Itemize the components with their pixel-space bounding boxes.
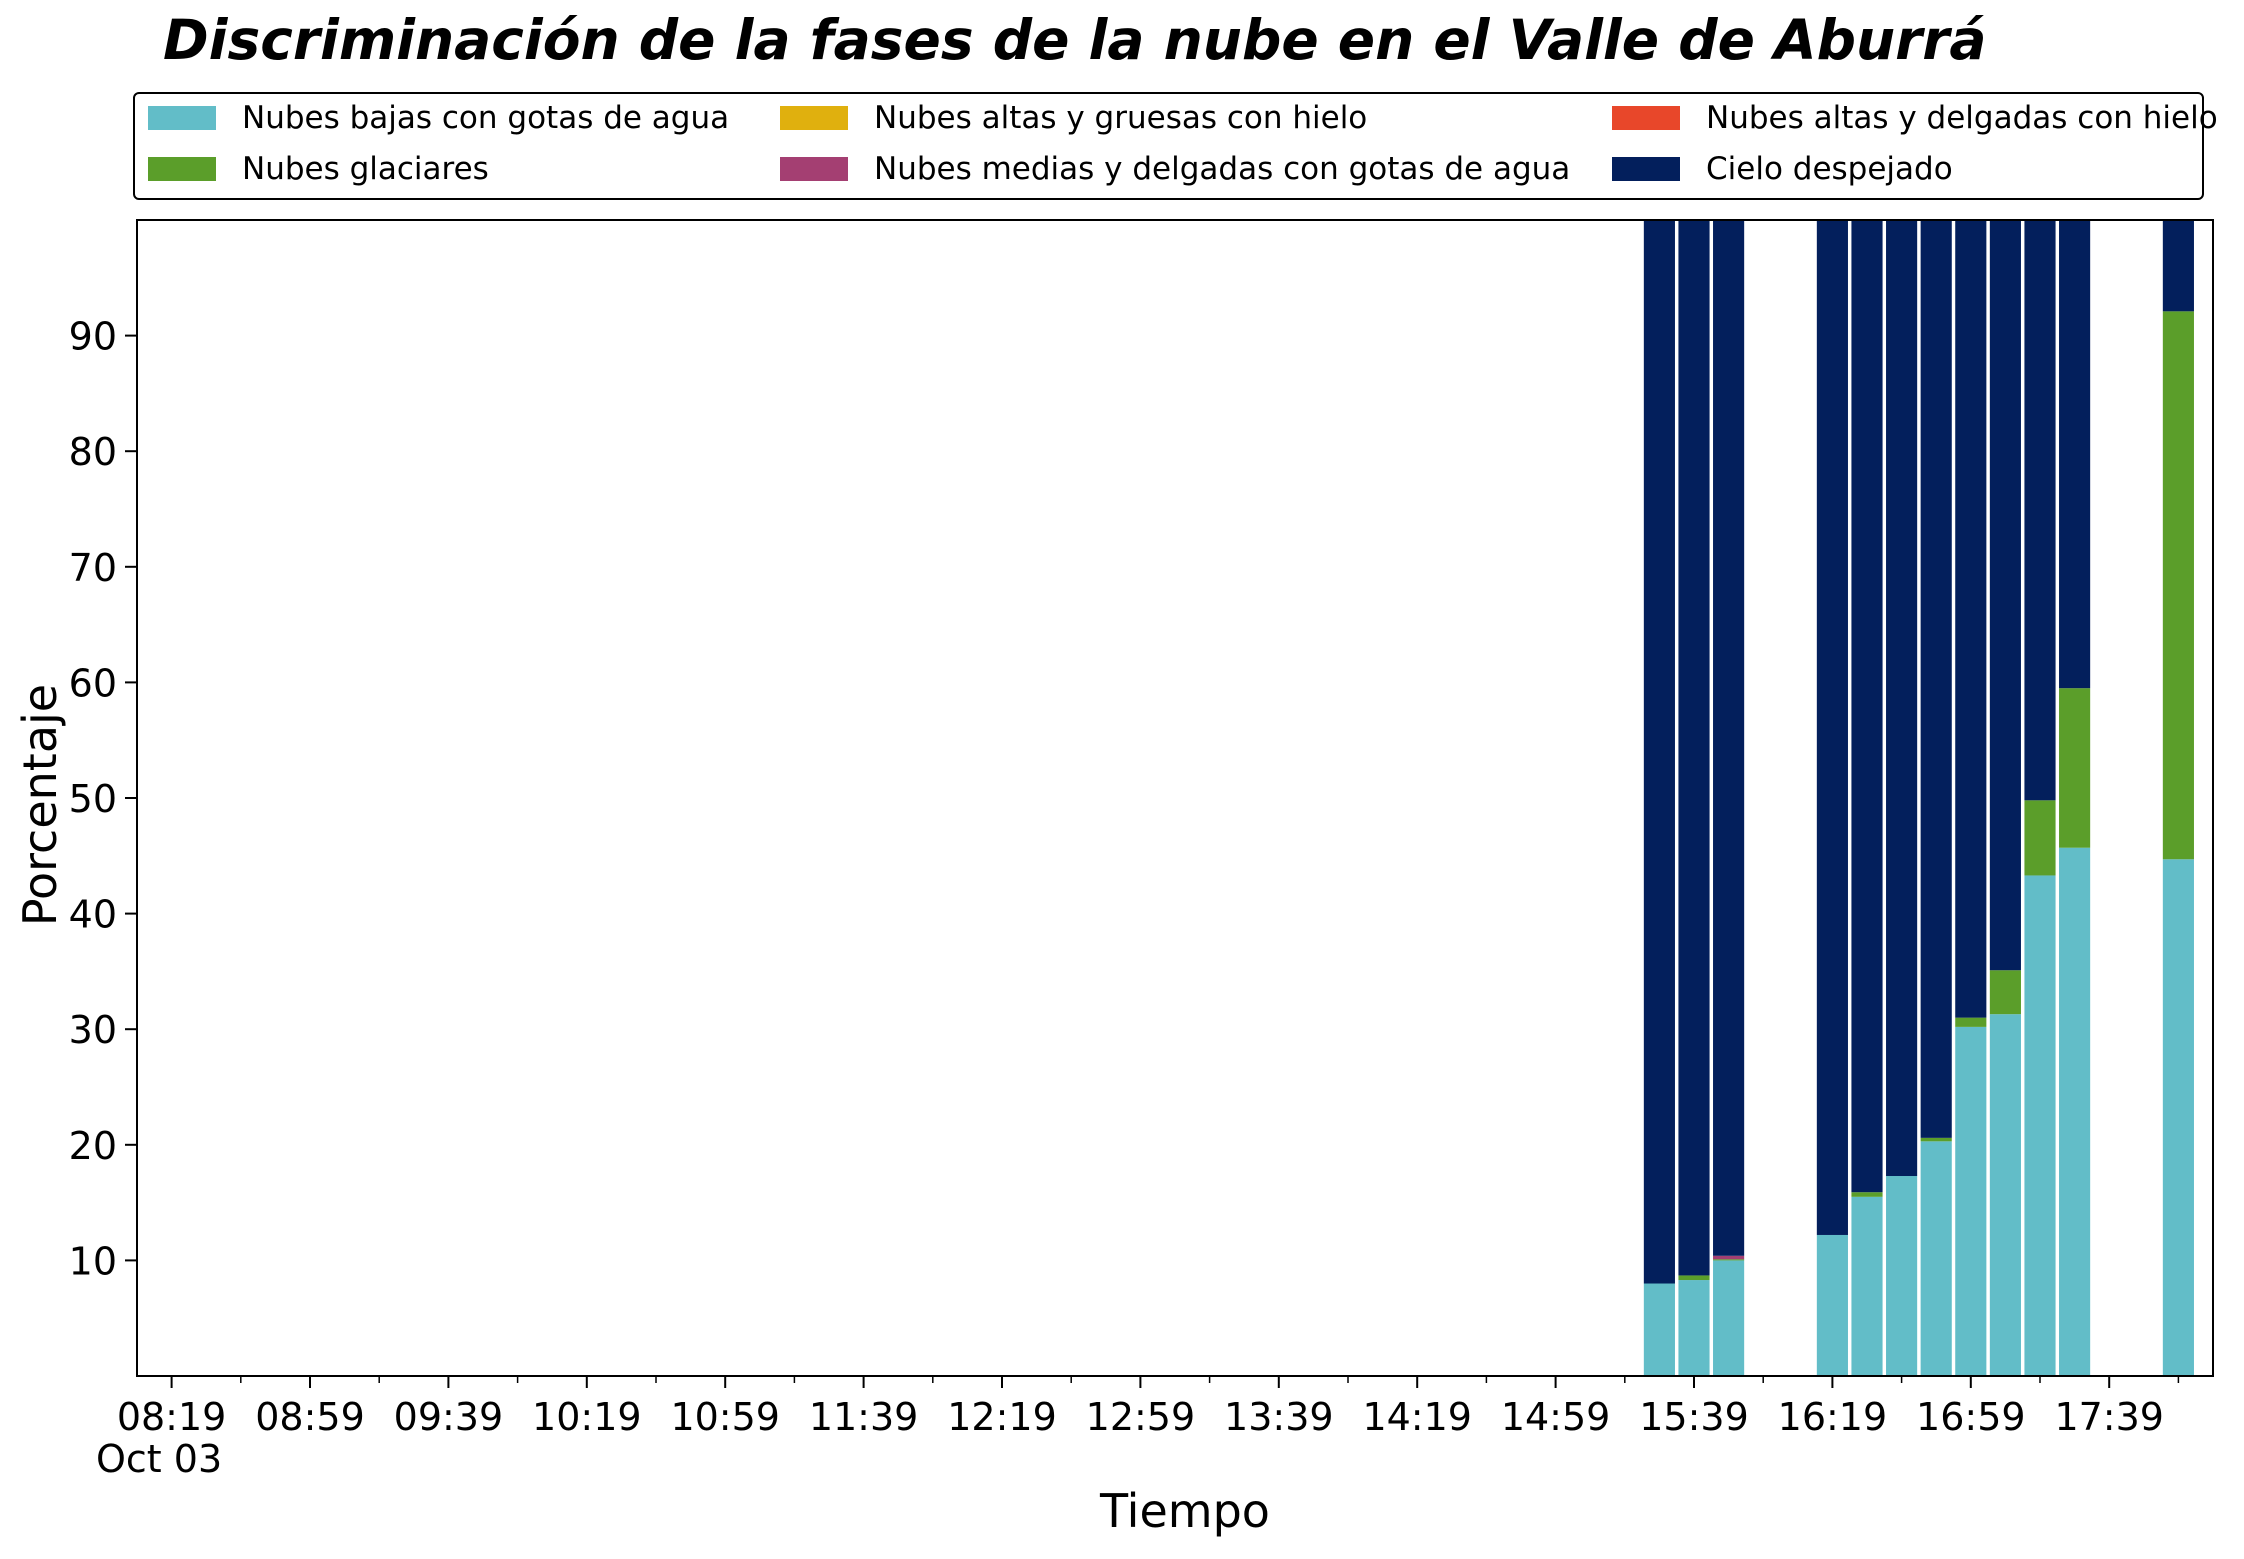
ticks-layer: 10 20 30 40 50 60 70 80 90 08:19 08:59 09:39 10:19 10… [69, 315, 2180, 1439]
x-tick-label: 08:59 [255, 1395, 365, 1439]
bar-segment [1678, 1275, 1710, 1281]
bar-segment [1920, 1141, 1952, 1376]
y-tick-label: 90 [69, 315, 117, 359]
legend-item-nubes-bajas: Nubes bajas con gotas de agua [148, 100, 730, 136]
y-tick-label: 40 [69, 893, 117, 937]
bar-segment [1955, 1017, 1987, 1027]
bar-segment [1643, 1283, 1675, 1376]
x-tick-label: 13:39 [1224, 1395, 1334, 1439]
x-tick-label: 12:19 [947, 1395, 1057, 1439]
y-tick-label: 20 [69, 1124, 117, 1168]
bar-segment [1678, 1280, 1710, 1376]
bar-segment [1886, 1176, 1918, 1376]
bar-segment [1713, 220, 1745, 1256]
bar-segment [1851, 1192, 1883, 1197]
bar-segment [1643, 220, 1675, 1284]
x-tick-label: 14:59 [1501, 1395, 1611, 1439]
legend-label: Nubes medias y delgadas con gotas de agu… [874, 151, 1571, 187]
legend: Nubes bajas con gotas de agua Nubes glac… [133, 92, 2218, 200]
x-tick-label: 16:19 [1778, 1395, 1888, 1439]
bars-layer [1643, 220, 2194, 1376]
y-tick-label: 70 [69, 546, 117, 590]
x-tick-label: 16:59 [1916, 1395, 2026, 1439]
bar-segment [1713, 1259, 1745, 1261]
legend-item-nubes-glaciares: Nubes glaciares [148, 151, 489, 187]
bar-segment [2059, 847, 2091, 1376]
bar-segment [2162, 311, 2194, 860]
bar-segment [1678, 220, 1710, 1276]
legend-swatch [148, 157, 216, 181]
legend-label: Cielo despejado [1706, 151, 1953, 187]
y-tick-label: 50 [69, 777, 117, 821]
x-tick-label: 08:19 [117, 1395, 227, 1439]
legend-item-nubes-altas-delgadas: Nubes altas y delgadas con hielo [1612, 100, 2218, 136]
legend-item-nubes-medias-delgadas: Nubes medias y delgadas con gotas de agu… [780, 151, 1571, 187]
x-tick-label: 12:59 [1086, 1395, 1196, 1439]
legend-swatch [1612, 106, 1680, 130]
y-tick-label: 10 [69, 1239, 117, 1283]
bar-segment [2059, 220, 2091, 689]
bar-segment [1816, 220, 1848, 1235]
y-tick-label: 80 [69, 430, 117, 474]
legend-item-cielo-despejado: Cielo despejado [1612, 151, 1953, 187]
x-tick-label: 17:39 [2054, 1395, 2164, 1439]
bar-segment [2162, 220, 2194, 312]
x-axis-label: Tiempo [1100, 1484, 1270, 1538]
bar-segment [1955, 1026, 1987, 1376]
bar-segment [1851, 1196, 1883, 1376]
chart-title: Discriminación de la fases de la nube en… [163, 8, 1987, 72]
bar-segment [2162, 859, 2194, 1376]
bar-segment [1886, 220, 1918, 1177]
legend-swatch [148, 106, 216, 130]
x-tick-label: 11:39 [809, 1395, 919, 1439]
y-axis-label: Porcentaje [13, 683, 67, 927]
legend-swatch [780, 106, 848, 130]
legend-item-nubes-altas-gruesas: Nubes altas y gruesas con hielo [780, 100, 1368, 136]
bar-segment [1989, 1014, 2021, 1376]
x-tick-label: 10:19 [532, 1395, 642, 1439]
bar-segment [1713, 1260, 1745, 1376]
x-tick-label: 09:39 [394, 1395, 504, 1439]
bar-segment [2024, 220, 2056, 801]
legend-label: Nubes altas y delgadas con hielo [1706, 100, 2218, 136]
legend-swatch [1612, 157, 1680, 181]
y-tick-label: 30 [69, 1008, 117, 1052]
bar-segment [1920, 220, 1952, 1138]
x-axis-date-label: Oct 03 [96, 1437, 223, 1481]
bar-segment [1989, 220, 2021, 971]
legend-label: Nubes glaciares [242, 151, 489, 187]
bar-segment [1816, 1234, 1848, 1376]
legend-label: Nubes altas y gruesas con hielo [874, 100, 1368, 136]
bar-segment [1713, 1255, 1745, 1260]
x-tick-label: 14:19 [1362, 1395, 1472, 1439]
y-tick-label: 60 [69, 661, 117, 705]
bar-segment [2024, 800, 2056, 876]
bar-segment [1955, 220, 1987, 1018]
bar-segment [2024, 875, 2056, 1376]
x-tick-label: 10:59 [670, 1395, 780, 1439]
bar-segment [1851, 220, 1883, 1193]
legend-label: Nubes bajas con gotas de agua [242, 100, 730, 136]
legend-swatch [780, 157, 848, 181]
bar-segment [1989, 970, 2021, 1015]
bar-segment [2059, 688, 2091, 848]
bar-segment [1920, 1137, 1952, 1142]
x-tick-label: 15:39 [1639, 1395, 1749, 1439]
